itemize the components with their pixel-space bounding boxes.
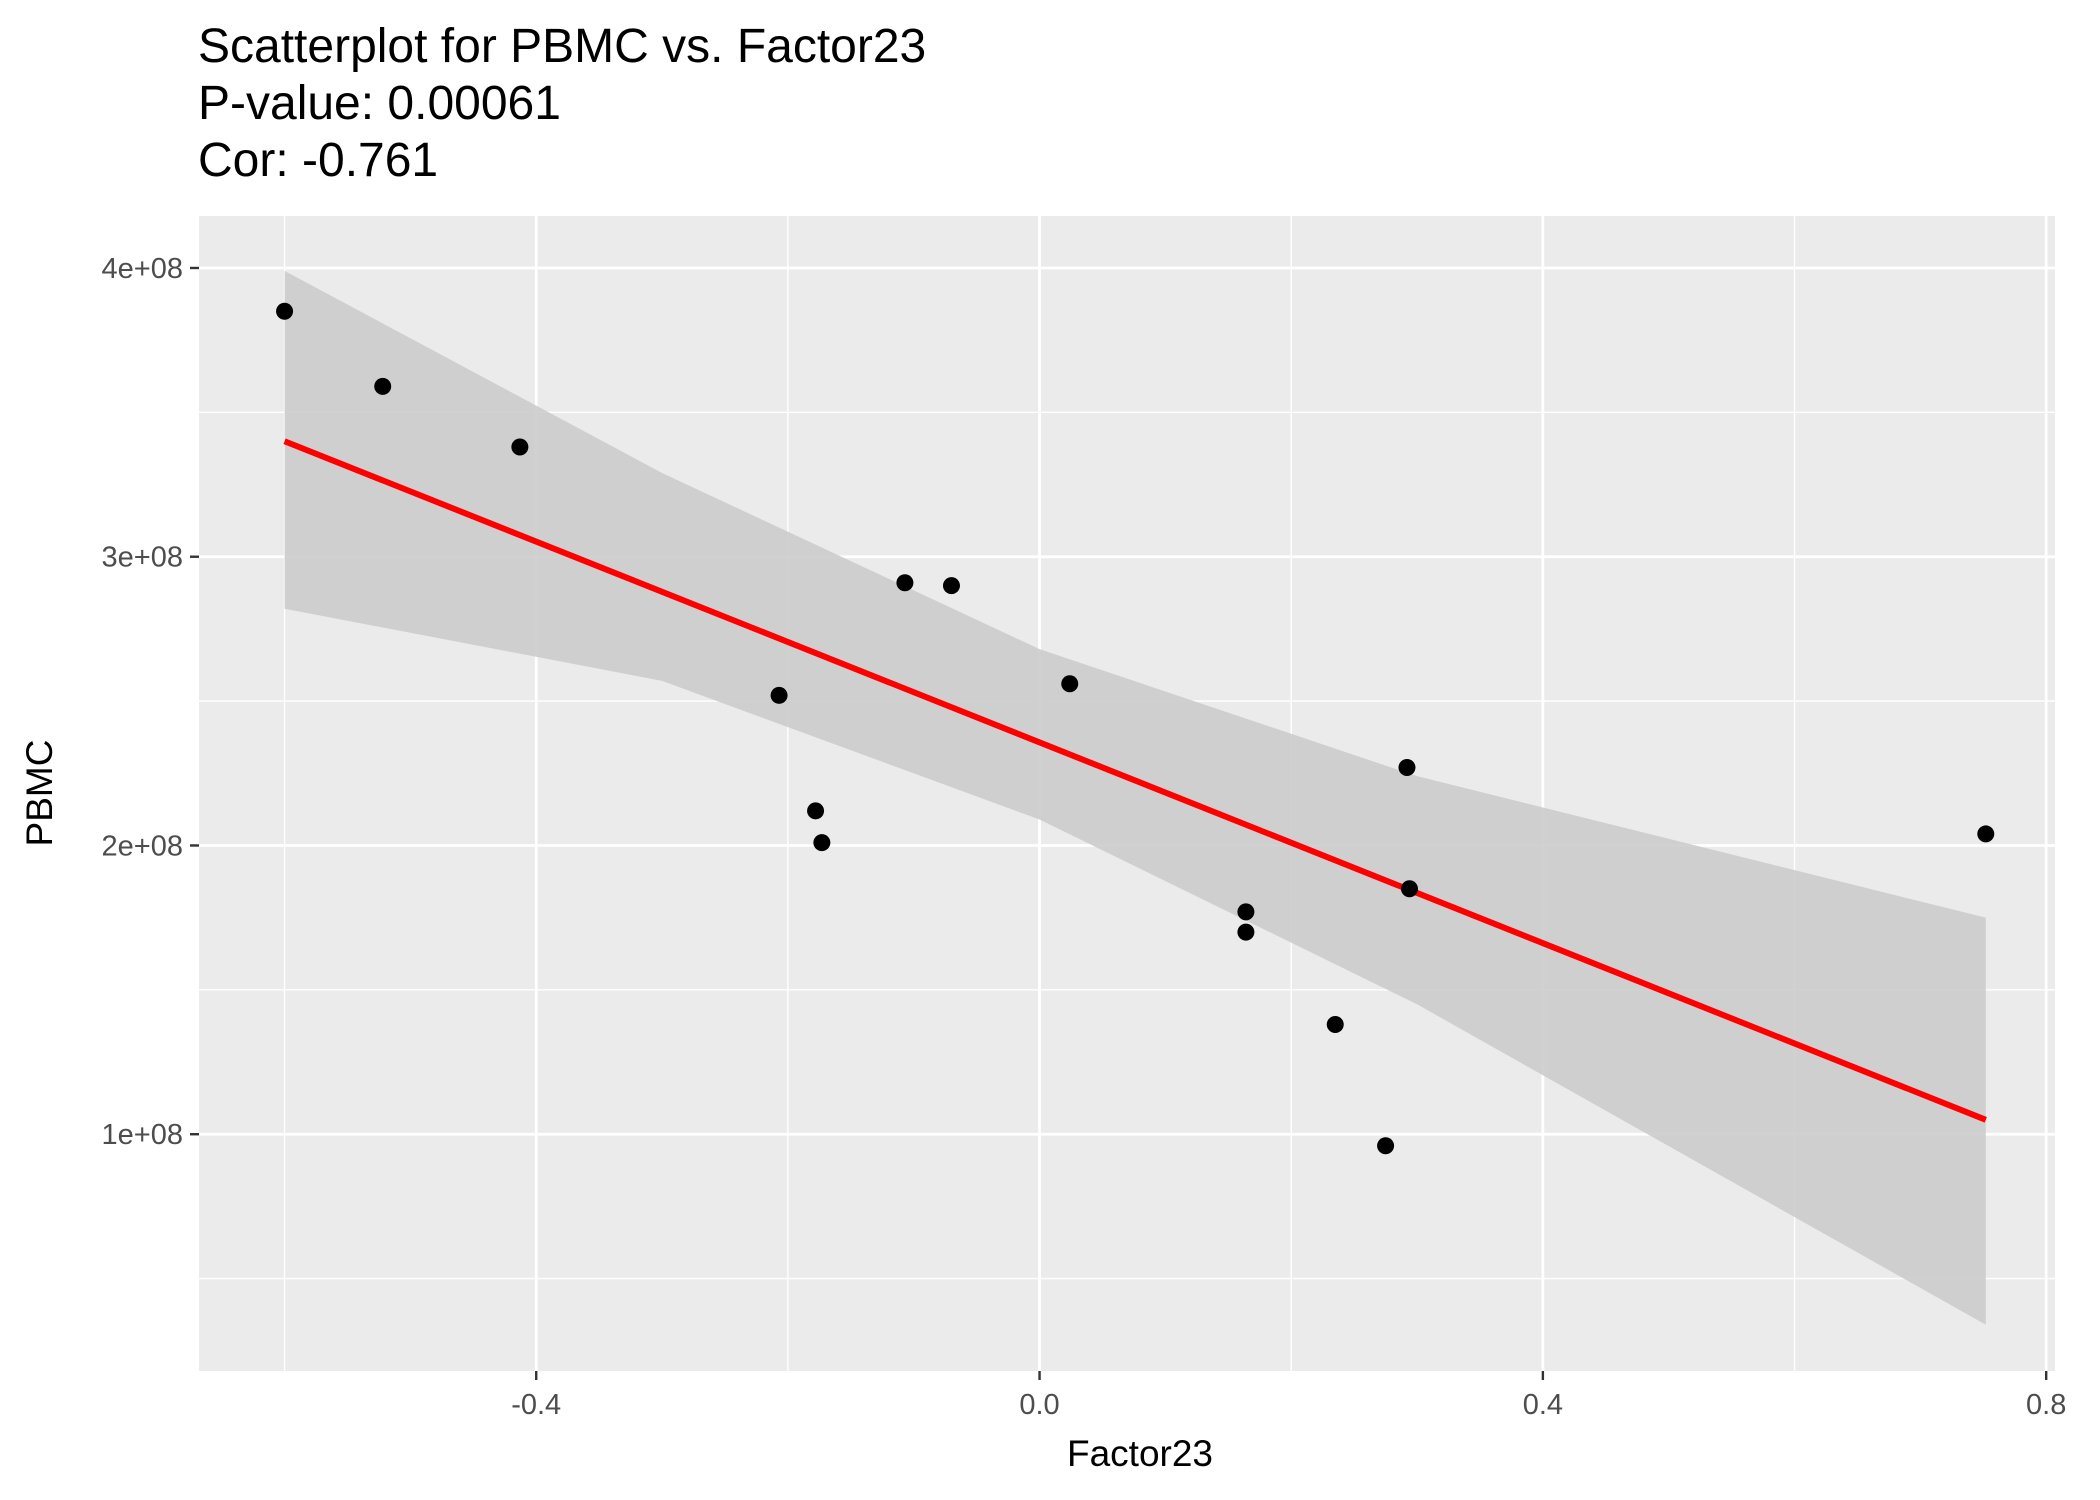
title-line-main: Scatterplot for PBMC vs. Factor23 [198,20,927,73]
regression-line [283,438,1987,1123]
data-point-7 [942,577,960,595]
data-point-13 [1398,759,1416,777]
data-point-9 [1237,903,1255,921]
x-tick-label: 0.4 [1523,1389,1563,1421]
data-point-14 [1400,880,1418,898]
title-line-correlation: Cor: -0.761 [198,134,439,187]
chart-title: Scatterplot for PBMC vs. Factor23 P-valu… [198,18,926,189]
confidence-band [284,270,1986,1325]
data-points [276,302,1995,1155]
x-tick-label: 0.8 [2026,1389,2066,1421]
data-point-5 [813,834,831,852]
data-point-11 [1326,1016,1344,1033]
data-point-1 [374,377,392,395]
y-tick-label: 3e+08 [102,542,183,574]
data-point-4 [807,802,825,820]
data-point-15 [1977,825,1995,843]
x-axis-ticks: -0.4 0.0 0.4 0.8 [511,1371,2066,1421]
data-point-6 [896,574,914,592]
title-line-pvalue: P-value: 0.00061 [198,77,561,130]
data-point-8 [1061,675,1079,693]
data-point-10 [1237,923,1255,941]
x-axis-title: Factor23 [1067,1433,1213,1474]
y-tick-label: 4e+08 [102,253,183,285]
y-axis-title: PBMC [19,740,60,847]
y-tick-label: 1e+08 [102,1119,183,1151]
y-axis-ticks: 1e+08 2e+08 3e+08 4e+08 [102,253,199,1151]
y-tick-label: 2e+08 [102,830,183,862]
data-point-3 [770,686,788,704]
x-tick-label: 0.0 [1019,1389,1059,1421]
x-tick-label: -0.4 [511,1389,561,1421]
data-point-0 [276,302,294,320]
data-point-12 [1377,1137,1395,1155]
data-point-2 [511,438,529,456]
grid-minor [199,216,2055,1371]
